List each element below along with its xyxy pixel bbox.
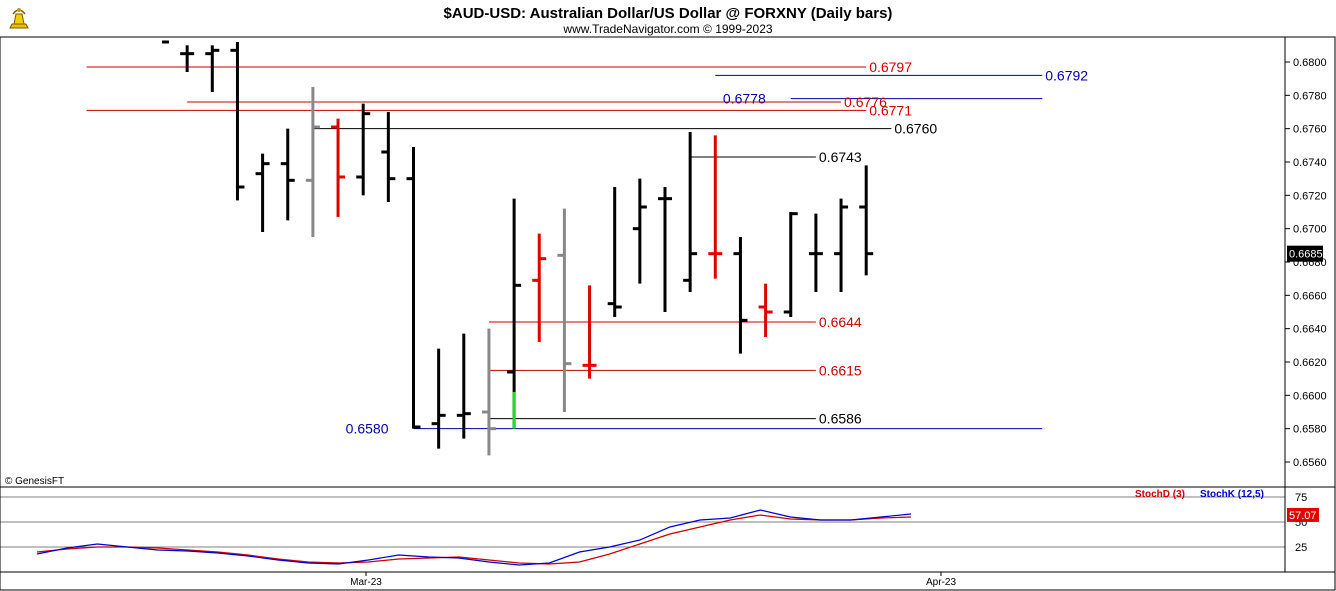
level-label: 0.6615: [819, 362, 862, 378]
credit-text: © GenesisFT: [5, 476, 64, 487]
level-label: 0.6778: [723, 91, 766, 107]
stochastic-lines: 57.07: [36, 507, 1319, 566]
price-tick-label: 0.6600: [1293, 390, 1327, 402]
level-label: 0.6580: [346, 421, 389, 437]
stochastic-panel: [0, 486, 1286, 573]
date-tick-label: Apr-23: [926, 577, 956, 588]
price-axis-ticks: 0.6800 0.6780 0.6760 0.6740 0.6720 0.6700 0.66…: [1285, 57, 1327, 469]
date-axis-ticks: Mar-23 Apr-23: [350, 572, 956, 588]
last-price-box: [1287, 245, 1323, 262]
chart-title: $AUD-USD: Australian Dollar/US Dollar @ …: [444, 5, 893, 22]
level-label: 0.6760: [894, 121, 937, 137]
price-tick-label: 0.6660: [1293, 290, 1327, 302]
price-tick-label: 0.6800: [1293, 57, 1327, 69]
chart-subtitle: www.TradeNavigator.com © 1999-2023: [562, 22, 772, 36]
chart-header: $AUD-USD: Australian Dollar/US Dollar @ …: [4, 4, 892, 36]
stochastic-legend: StochD (3) StochK (12,5): [1135, 489, 1264, 500]
stochastic-tick-label: 25: [1295, 542, 1307, 554]
stochastic-last-box: [1287, 507, 1319, 522]
date-tick-label: Mar-23: [350, 577, 382, 588]
price-bars: [162, 40, 874, 456]
price-tick-label: 0.6560: [1293, 457, 1327, 469]
price-tick-label: 0.6760: [1293, 124, 1327, 136]
last-price-marker: 0.6685: [1287, 245, 1323, 262]
legend-stoch-d: StochD (3): [1135, 489, 1185, 500]
level-label: 0.6792: [1045, 67, 1088, 83]
date-axis: [0, 571, 1336, 591]
price-panel: [0, 36, 1286, 488]
stochastic-last-label: 57.07: [1289, 510, 1317, 522]
price-tick-label: 0.6780: [1293, 90, 1327, 102]
price-tick-label: 0.6580: [1293, 424, 1327, 436]
price-tick-label: 0.6720: [1293, 190, 1327, 202]
level-label: 0.6743: [819, 149, 862, 165]
stochastic-line-d: [36, 514, 912, 565]
trading-navigator-bull-logo-icon: [4, 4, 34, 32]
stochastic-tick-label: 75: [1295, 492, 1307, 504]
price-axis: [1284, 36, 1336, 488]
price-tick-label: 0.6640: [1293, 324, 1327, 336]
legend-stoch-k: StochK (12,5): [1200, 489, 1264, 500]
price-tick-label: 0.6700: [1293, 224, 1327, 236]
stochastic-axis: [1284, 486, 1336, 573]
stochastic-line-k: [36, 509, 912, 566]
level-label: 0.6644: [819, 314, 862, 330]
last-price-label: 0.6685: [1289, 249, 1323, 261]
level-label: 0.6776: [844, 94, 887, 110]
price-tick-label: 0.6740: [1293, 157, 1327, 169]
level-label: 0.6797: [869, 59, 912, 75]
level-label: 0.6586: [819, 411, 862, 427]
price-tick-label: 0.6620: [1293, 357, 1327, 369]
level-label: 0.6771: [869, 102, 912, 118]
